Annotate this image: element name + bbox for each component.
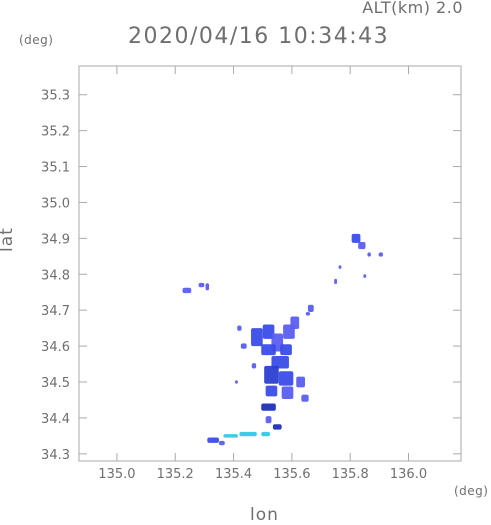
y-tick-label: 35.1 — [41, 161, 70, 176]
radar-echo-cell — [262, 324, 275, 339]
radar-echo-cell — [205, 283, 210, 291]
y-tick-label: 34.7 — [41, 304, 70, 319]
radar-echo-cell — [264, 365, 279, 384]
radar-echo-cell — [240, 343, 247, 349]
radar-echo-cell — [358, 241, 366, 250]
x-axis-ticks: 135.0 135.2 135.4 135.6 135.8 136.0 — [98, 66, 427, 482]
radar-echo-cell — [237, 325, 242, 331]
x-unit-label: (deg) — [454, 484, 489, 498]
radar-echo-cell — [278, 371, 294, 386]
radar-echo-cell — [235, 380, 238, 384]
y-axis-label: lat — [0, 227, 17, 252]
y-tick-label: 34.8 — [41, 268, 70, 283]
y-axis-ticks: 34.3 34.4 34.5 34.6 34.7 34.8 34.9 35.0 35.1 35.2… — [41, 89, 461, 463]
y-tick-label: 34.3 — [41, 448, 70, 463]
radar-echo-cell — [307, 304, 314, 312]
y-unit-label: (deg) — [19, 33, 54, 47]
plot-frame — [78, 65, 462, 462]
radar-echo-cell — [334, 278, 338, 285]
radar-echo-cell — [261, 344, 276, 356]
radar-echo-cell — [239, 431, 257, 437]
y-tick-label: 34.9 — [41, 232, 70, 247]
radar-echo-cell — [261, 431, 270, 437]
radar-echo-cell — [207, 437, 219, 443]
x-axis-label: lon — [250, 505, 279, 525]
radar-echo-cell — [271, 355, 289, 369]
radar-echo-cell — [301, 394, 309, 402]
y-tick-label: 34.5 — [41, 376, 70, 391]
radar-echo-cell — [351, 233, 361, 243]
radar-echo-cell — [280, 344, 292, 356]
radar-echo-cell — [305, 311, 311, 316]
radar-echo-cell — [378, 252, 383, 257]
radar-echo-cell — [290, 316, 300, 330]
x-tick-label: 136.0 — [390, 467, 427, 482]
radar-echo-cell — [338, 265, 342, 269]
chart-title-datetime: 2020/04/16 10:34:43 — [128, 24, 390, 49]
radar-echo-cell — [223, 434, 238, 438]
radar-echo-cell — [265, 416, 272, 424]
y-tick-label: 35.2 — [41, 125, 70, 140]
x-tick-label: 135.4 — [215, 467, 252, 482]
x-tick-label: 135.0 — [98, 467, 135, 482]
radar-echo-cell — [198, 282, 205, 288]
radar-echo-cell — [367, 252, 371, 257]
radar-echo-cell — [265, 385, 278, 397]
radar-echo-cell — [182, 287, 192, 294]
y-tick-label: 34.4 — [41, 412, 70, 427]
radar-echo-cell — [363, 274, 367, 278]
radar-echo-cell — [281, 386, 294, 400]
radar-echo-cell — [296, 376, 305, 388]
radar-echo-cell — [272, 424, 282, 430]
y-tick-label: 35.0 — [41, 196, 70, 211]
radar-echo-cell — [218, 440, 225, 446]
radar-echo-cell — [261, 403, 276, 411]
y-tick-label: 34.6 — [41, 340, 70, 355]
y-tick-label: 35.3 — [41, 89, 70, 104]
radar-echo-cell — [251, 363, 257, 369]
x-tick-label: 135.2 — [157, 467, 194, 482]
radar-echo-layer — [182, 233, 383, 446]
radar-echo-cell — [251, 328, 263, 347]
x-tick-label: 135.6 — [273, 467, 310, 482]
altitude-label: ALT(km) 2.0 — [362, 0, 463, 17]
x-tick-label: 135.8 — [332, 467, 369, 482]
